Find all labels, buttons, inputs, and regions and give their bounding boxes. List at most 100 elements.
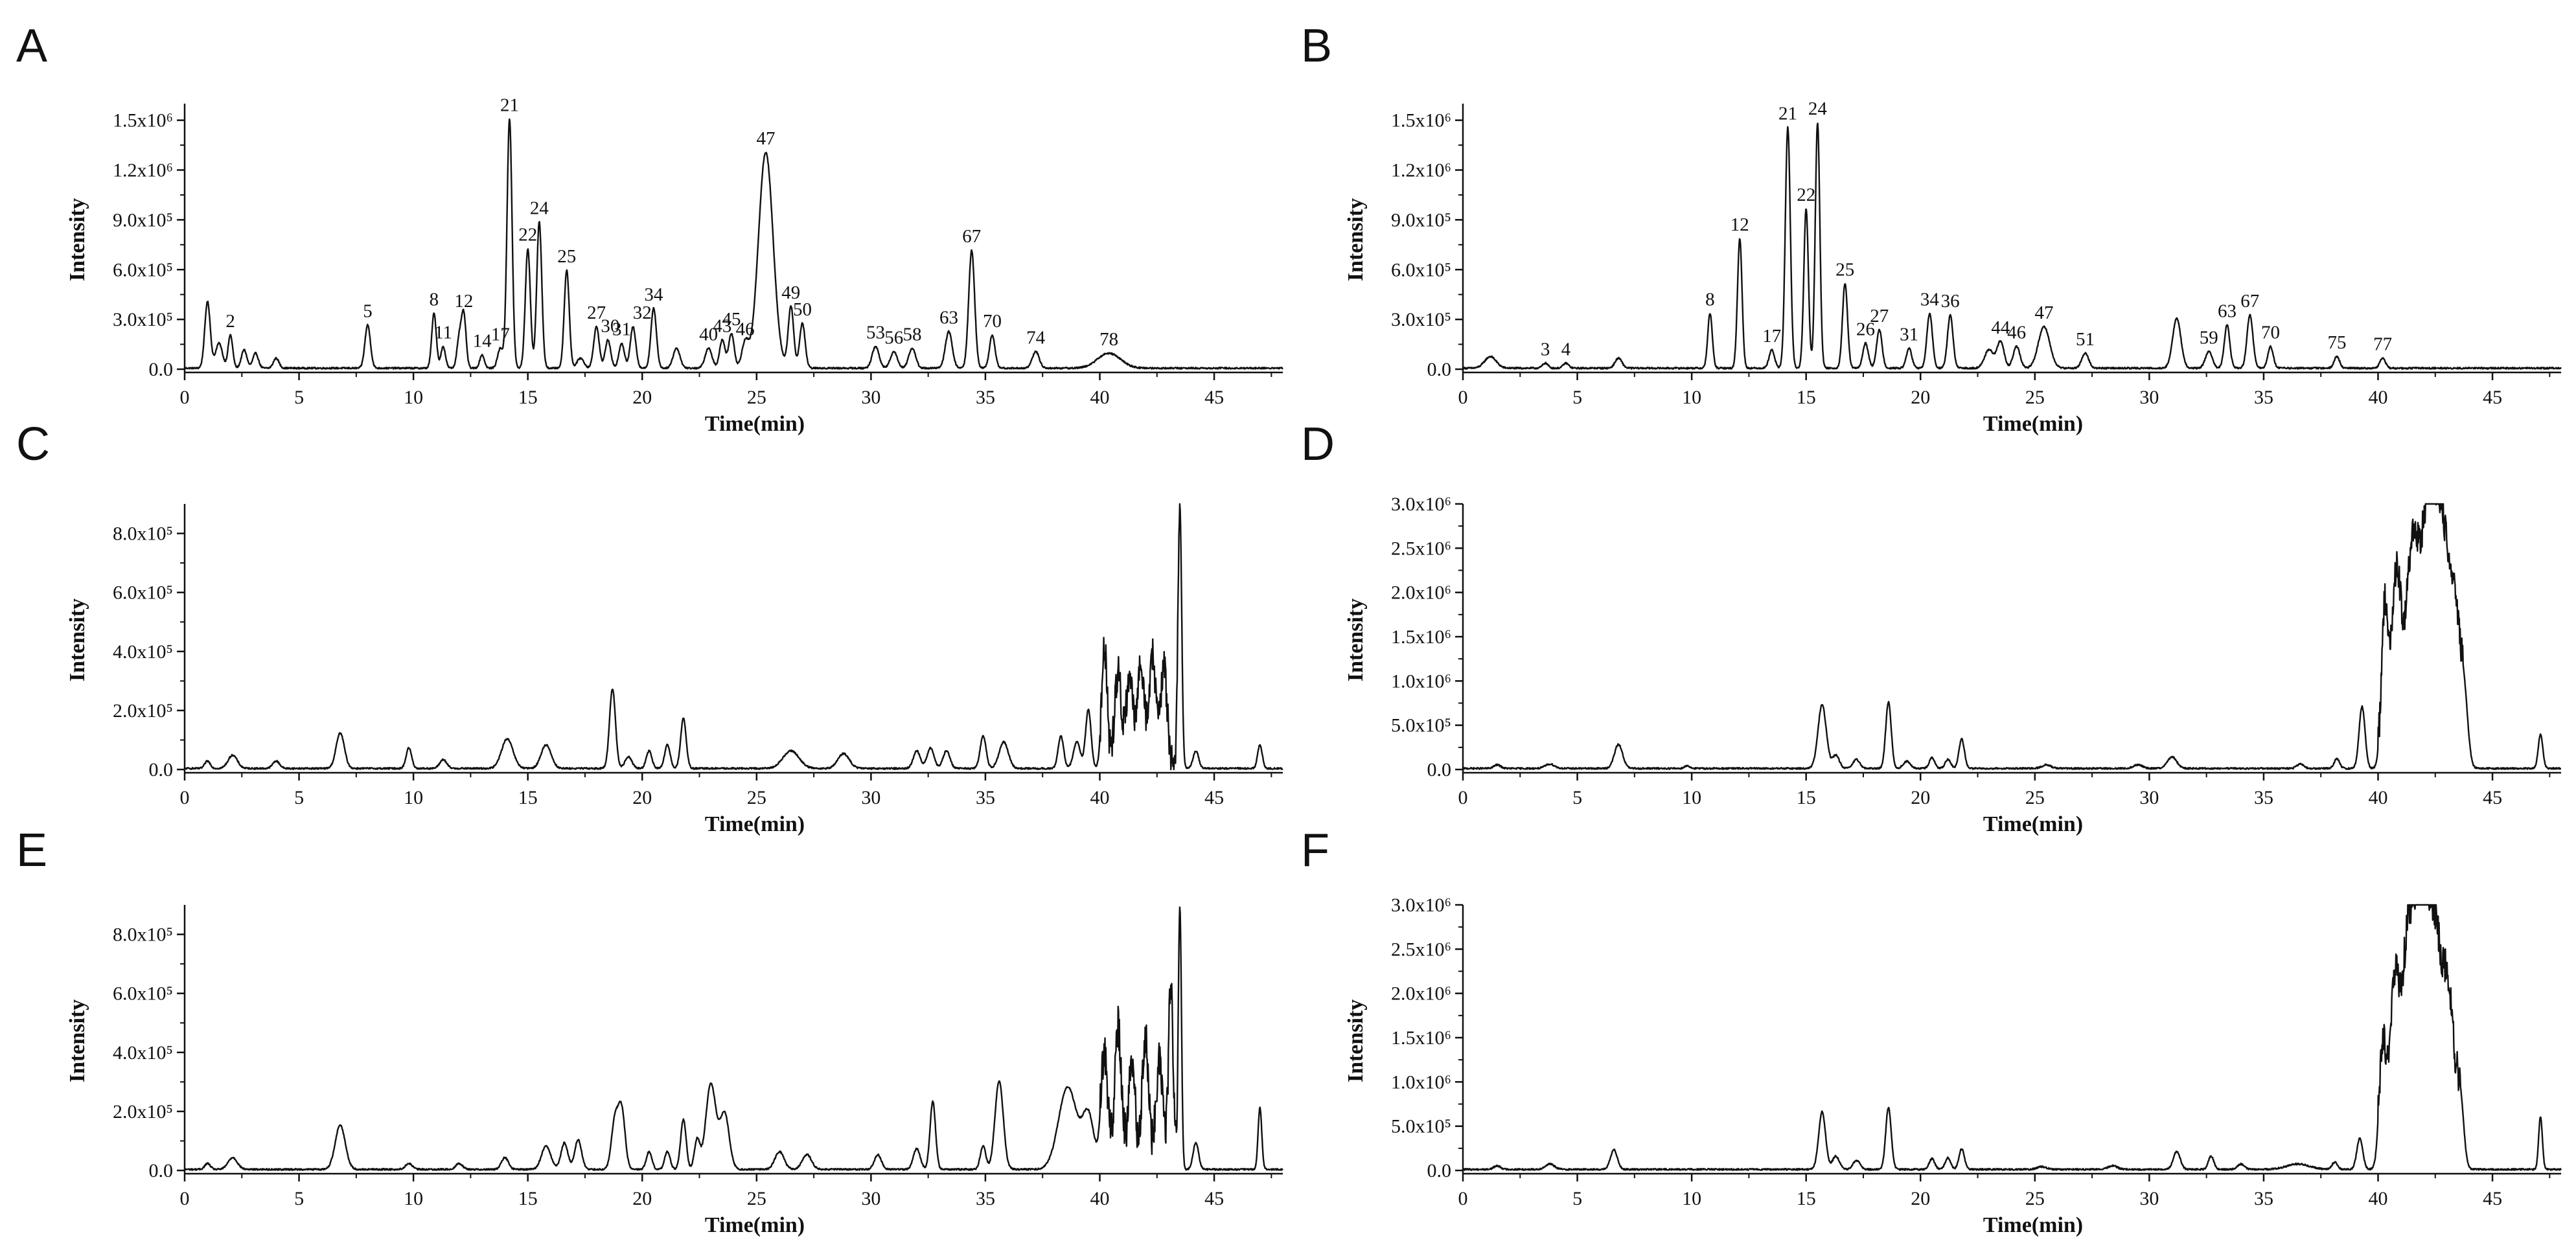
signal-trace <box>1462 122 2562 370</box>
peak-label: 21 <box>1778 103 1797 124</box>
peak-label: 43 <box>713 315 731 336</box>
x-tick-label: 0 <box>180 387 190 408</box>
x-tick-label: 0 <box>1458 387 1468 408</box>
x-tick-label: 35 <box>976 787 995 808</box>
peak-label: 26 <box>1856 319 1875 340</box>
y-tick-label: 0.0 <box>149 759 174 781</box>
y-tick-label: 1.5x10⁶ <box>1391 626 1451 648</box>
panel-letter: A <box>16 20 47 72</box>
peak-label: 78 <box>1099 329 1118 350</box>
y-tick-label: 0.0 <box>149 359 174 380</box>
x-tick-label: 20 <box>632 1188 652 1209</box>
panel-f: F 0 5 10 15 20 25 30 35 40 45 0.0 5.0x10⁵ 1.0x10⁶ 1.5… <box>1301 825 2562 1237</box>
signal-trace <box>1462 503 2562 770</box>
peak-label: 45 <box>722 309 741 330</box>
y-tick-label: 6.0x10⁵ <box>1391 259 1451 280</box>
y-tick-label: 5.0x10⁵ <box>1391 715 1451 736</box>
peak-label: 11 <box>434 323 452 343</box>
x-tick-label: 0 <box>180 1188 190 1209</box>
peak-label: 51 <box>2076 329 2095 350</box>
y-tick-label: 1.5x10⁶ <box>1391 1027 1451 1049</box>
x-tick-label: 20 <box>632 787 652 808</box>
peak-label: 31 <box>612 319 631 340</box>
y-tick-label: 0.0 <box>1427 759 1452 781</box>
y-tick-label: 1.2x10⁶ <box>113 160 173 181</box>
x-tick-label: 45 <box>1204 787 1224 808</box>
y-tick-label: 6.0x10⁵ <box>113 582 173 604</box>
x-tick-label: 40 <box>1090 787 1110 808</box>
peak-label: 5 <box>363 301 373 321</box>
x-tick-label: 5 <box>294 1188 304 1209</box>
x-tick-label: 40 <box>1090 1188 1110 1209</box>
y-axis-label: Intensity <box>65 198 89 281</box>
peak-label: 22 <box>1797 185 1815 205</box>
peak-label: 58 <box>903 324 921 345</box>
x-tick-label: 30 <box>2139 787 2159 808</box>
x-tick-label: 20 <box>632 387 652 408</box>
x-tick-label: 10 <box>1682 787 1701 808</box>
x-tick-label: 30 <box>2139 387 2159 408</box>
y-tick-label: 0.0 <box>1427 1160 1452 1181</box>
x-tick-label: 10 <box>404 1188 423 1209</box>
x-tick-label: 25 <box>2025 1188 2045 1209</box>
y-tick-label: 3.0x10⁵ <box>113 309 173 330</box>
x-tick-label: 45 <box>2483 1188 2502 1209</box>
peak-label: 24 <box>530 198 549 219</box>
peak-label: 53 <box>866 323 885 343</box>
peak-label: 47 <box>2034 302 2053 323</box>
x-tick-label: 0 <box>1458 787 1468 808</box>
peak-label: 44 <box>1991 317 2010 338</box>
peak-label: 22 <box>518 225 537 245</box>
y-tick-label: 1.0x10⁶ <box>1391 1071 1451 1093</box>
x-tick-label: 30 <box>861 787 880 808</box>
x-tick-label: 20 <box>1911 387 1930 408</box>
peak-label: 31 <box>1900 324 1918 345</box>
plot-layer: 0 5 10 15 20 25 30 35 40 45 0.0 3.0x10⁵ 6.0x10⁵ 9.0x1… <box>1391 98 2562 408</box>
panel-letter: E <box>16 825 47 876</box>
peak-label: 4 <box>1561 339 1571 359</box>
peak-label: 40 <box>699 324 718 345</box>
x-tick-label: 40 <box>1090 387 1110 408</box>
peak-label: 17 <box>1762 326 1781 347</box>
peak-label: 27 <box>587 302 606 323</box>
panel-letter: C <box>16 418 50 470</box>
y-tick-label: 1.0x10⁶ <box>1391 670 1451 692</box>
x-axis-label: Time(min) <box>1983 812 2083 836</box>
x-tick-label: 35 <box>976 1188 995 1209</box>
x-tick-label: 5 <box>294 387 304 408</box>
x-axis-label: Time(min) <box>1983 412 2083 436</box>
x-tick-label: 20 <box>1911 787 1930 808</box>
x-tick-label: 15 <box>1797 787 1816 808</box>
peak-label: 24 <box>1808 98 1828 119</box>
y-tick-label: 3.0x10⁶ <box>1391 494 1451 515</box>
x-tick-label: 25 <box>747 387 766 408</box>
signal-trace <box>183 906 1283 1171</box>
peak-label: 67 <box>2240 291 2259 312</box>
peak-label: 34 <box>1920 289 1940 310</box>
panel-letter: F <box>1301 825 1329 876</box>
y-tick-label: 1.2x10⁶ <box>1391 160 1451 181</box>
x-tick-label: 5 <box>1572 387 1582 408</box>
y-tick-label: 3.0x10⁶ <box>1391 895 1451 916</box>
x-tick-label: 15 <box>518 1188 538 1209</box>
x-tick-label: 35 <box>976 387 995 408</box>
panel-e: E 0 5 10 15 20 25 30 35 40 45 0.0 2.0x10⁵ 4.0x10⁵ 6.0… <box>16 825 1283 1237</box>
x-tick-label: 25 <box>2025 787 2045 808</box>
x-tick-label: 40 <box>2369 387 2388 408</box>
x-tick-label: 15 <box>1797 387 1816 408</box>
y-axis-label: Intensity <box>1344 598 1368 681</box>
y-tick-label: 8.0x10⁵ <box>113 523 173 545</box>
peak-label: 12 <box>1731 214 1749 235</box>
peak-label: 63 <box>939 308 958 328</box>
peak-label: 67 <box>962 226 981 247</box>
y-tick-label: 1.5x10⁶ <box>1391 110 1451 131</box>
x-axis-label: Time(min) <box>705 1213 805 1237</box>
x-axis-label: Time(min) <box>1983 1213 2083 1237</box>
x-axis-label: Time(min) <box>705 812 805 836</box>
y-axis-label: Intensity <box>65 598 89 681</box>
y-tick-label: 9.0x10⁵ <box>113 209 173 231</box>
y-tick-label: 2.0x10⁵ <box>113 700 173 722</box>
y-tick-label: 0.0 <box>1427 359 1452 380</box>
x-tick-label: 20 <box>1911 1188 1930 1209</box>
